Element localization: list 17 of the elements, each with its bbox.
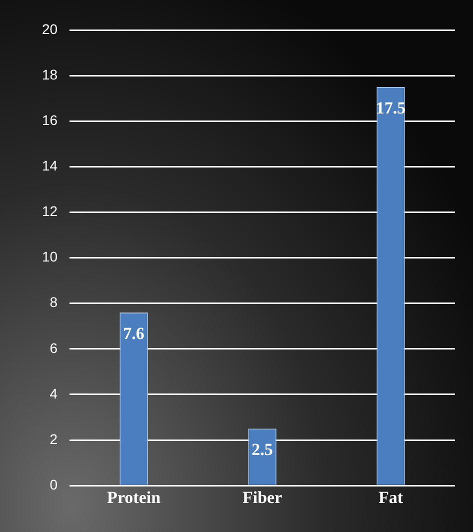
data-label: 7.6 [123, 324, 144, 343]
y-tick-label: 6 [50, 340, 58, 356]
x-tick-label: Protein [107, 488, 162, 508]
y-tick-label: 4 [50, 385, 58, 402]
y-tick-label: 10 [42, 248, 58, 265]
y-tick-label: 16 [42, 112, 58, 128]
y-tick-label: 2 [50, 430, 58, 447]
data-label: 17.5 [376, 98, 406, 118]
y-tick-label: 20 [42, 20, 58, 37]
y-tick-label: 12 [42, 203, 58, 220]
y-tick-label: 8 [50, 294, 58, 310]
data-label: 2.5 [252, 440, 273, 460]
y-tick-label: 18 [42, 66, 58, 82]
y-tick-label: 0 [50, 476, 58, 492]
y-tick-label: 14 [42, 158, 58, 174]
x-tick-label: Fiber [242, 488, 283, 508]
x-tick-label: Fat [378, 488, 404, 508]
